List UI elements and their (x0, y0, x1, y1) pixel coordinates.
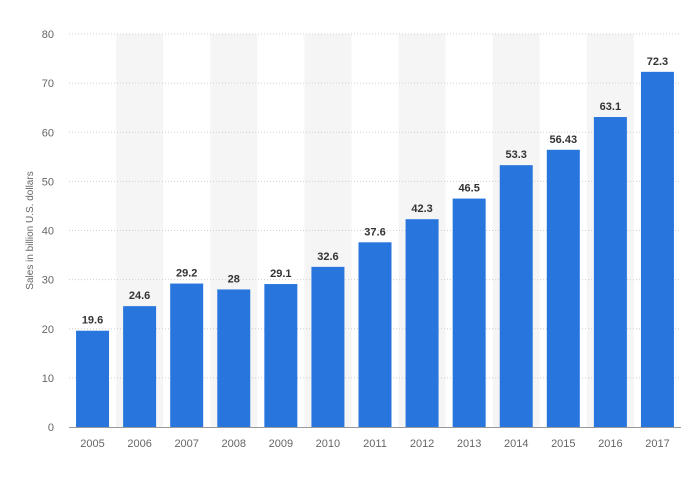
value-label-2016: 63.1 (600, 101, 621, 113)
x-tick-label-2009: 2009 (269, 438, 293, 450)
value-labels: 19.6 24.6 29.2 28 29.1 32.6 37.6 42.3 46.5 53.3 56… (82, 56, 668, 327)
value-label-2005: 19.6 (82, 315, 103, 327)
y-tick-label: 10 (42, 373, 54, 385)
bar-2010[interactable] (311, 266, 345, 427)
x-tick-label-2013: 2013 (457, 438, 481, 450)
y-tick-label: 60 (42, 127, 54, 139)
value-label-2017: 72.3 (647, 56, 668, 68)
bar-2008[interactable] (217, 289, 251, 427)
x-tick-label-2007: 2007 (174, 438, 198, 450)
y-tick-label: 40 (42, 226, 54, 238)
bar-2011[interactable] (358, 242, 392, 427)
x-axis-ticks: 2005 2006 2007 2008 2009 2010 2011 2012 2013 2014… (80, 438, 669, 450)
bar-2009[interactable] (264, 284, 298, 427)
y-tick-label: 50 (42, 176, 54, 188)
bar-2014[interactable] (499, 165, 533, 427)
x-tick-label-2015: 2015 (551, 438, 575, 450)
value-label-2011: 37.6 (364, 226, 385, 238)
x-tick-label-2005: 2005 (80, 438, 104, 450)
bar-2007[interactable] (170, 283, 204, 427)
y-tick-label: 0 (48, 422, 54, 434)
y-axis-title: Sales in billion U.S. dollars (25, 171, 36, 289)
bar-2015[interactable] (546, 149, 580, 427)
x-tick-label-2017: 2017 (645, 438, 669, 450)
bar-2012[interactable] (405, 219, 439, 427)
value-label-2013: 46.5 (458, 183, 479, 195)
value-label-2010: 32.6 (317, 251, 338, 263)
y-tick-label: 80 (42, 29, 54, 41)
x-tick-label-2011: 2011 (363, 438, 387, 450)
bar-2013[interactable] (452, 198, 486, 427)
x-tick-label-2014: 2014 (504, 438, 528, 450)
x-tick-label-2012: 2012 (410, 438, 434, 450)
y-tick-label: 20 (42, 324, 54, 336)
x-tick-label-2016: 2016 (598, 438, 622, 450)
value-label-2007: 29.2 (176, 268, 197, 280)
value-label-2006: 24.6 (129, 290, 150, 302)
x-tick-label-2010: 2010 (316, 438, 340, 450)
bar-2005[interactable] (76, 330, 110, 427)
bar-2017[interactable] (640, 71, 674, 428)
bar-2016[interactable] (593, 117, 627, 428)
x-tick-label-2008: 2008 (222, 438, 246, 450)
value-label-2008: 28 (228, 273, 240, 285)
bars (76, 71, 674, 428)
value-label-2014: 53.3 (506, 149, 527, 161)
y-tick-label: 70 (42, 78, 54, 90)
y-axis-ticks: 0 10 20 30 40 50 60 70 80 (42, 29, 54, 434)
bar-2006[interactable] (123, 306, 157, 427)
value-label-2009: 29.1 (270, 268, 291, 280)
value-label-2015: 56.43 (550, 134, 578, 146)
x-tick-label-2006: 2006 (127, 438, 151, 450)
y-tick-label: 30 (42, 275, 54, 287)
value-label-2012: 42.3 (411, 203, 432, 215)
